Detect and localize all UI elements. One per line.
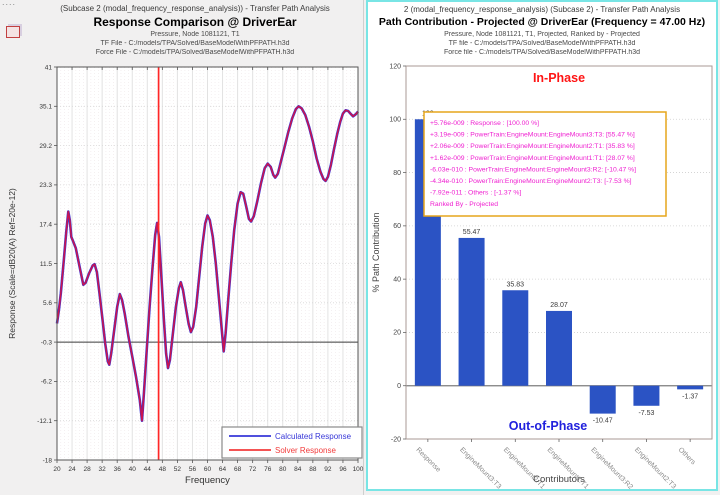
y-tick-label: -12.1 — [37, 418, 52, 425]
x-tick-label: 40 — [129, 466, 137, 473]
note-box — [423, 111, 667, 217]
report-page-icon[interactable] — [6, 26, 20, 38]
right-force-file-path: Force file - C:/models/TPA/Solved/BaseMo… — [443, 49, 641, 56]
x-tick-label: 28 — [83, 466, 91, 473]
y-tick-label: 23.3 — [39, 182, 52, 189]
x-tick-label: 68 — [234, 466, 242, 473]
legend[interactable]: Calculated Response Solver Response — [221, 426, 363, 459]
x-tick-label: 96 — [339, 466, 347, 473]
left-response-info: Pressure, Node 1081121, T1 — [150, 31, 240, 38]
y-tick-label: 40 — [393, 276, 401, 283]
drag-handle-dots: .... — [2, 0, 17, 7]
left-force-file-path: Force File - C:/models/TPA/Solved/BaseMo… — [95, 49, 295, 56]
y-tick-label: 11.5 — [40, 261, 53, 268]
y-tick-label: 120 — [389, 63, 401, 70]
y-tick-label: 17.4 — [39, 222, 52, 229]
y-tick-label: 41 — [45, 64, 53, 71]
x-tick-label: 32 — [99, 466, 107, 473]
left-tf-file-path: TF File - C:/models/TPA/Solved/BaseModel… — [100, 40, 290, 47]
y-tick-label: -0.3 — [41, 339, 53, 346]
y-tick-label: 100 — [389, 117, 401, 124]
x-tick-label: 80 — [279, 466, 287, 473]
bar-value-label: 35.83 — [507, 281, 525, 288]
solver-response-curve — [56, 105, 359, 422]
right-chart-title: Path Contribution - Projected @ DriverEa… — [378, 16, 706, 28]
bar-EngineMount1:T1[interactable] — [546, 310, 572, 386]
contribution-note[interactable]: +5.76e-009 : Response : [100.00 %] +3.19e… — [423, 111, 667, 217]
x-category-label: EngineMount2:T3 — [633, 446, 677, 489]
y-axis-title: % Path Contribution — [371, 212, 381, 292]
bar-value-label: 55.47 — [463, 229, 481, 236]
bar-value-label: 28.07 — [550, 302, 568, 309]
x-category-label: Others — [677, 446, 697, 466]
bar-value-label: -1.37 — [682, 393, 698, 400]
right-tf-file-path: TF file - C:/models/TPA/Solved/BaseModel… — [448, 40, 636, 47]
y-tick-label: -18 — [43, 457, 53, 464]
left-chart-title: Response Comparison @ DriverEar — [93, 15, 297, 29]
note-line: +2.06e-009 : PowerTrain:EngineMount:Engi… — [430, 143, 635, 150]
note-line: +5.76e-009 : Response : [100.00 %] — [430, 120, 539, 127]
x-tick-label: 100 — [353, 466, 364, 473]
bar-value-label: -10.47 — [593, 418, 613, 425]
x-category-label: Response — [414, 446, 441, 473]
note-line: +1.62e-009 : PowerTrain:EngineMount:Engi… — [430, 155, 635, 162]
path-contribution-panel[interactable]: 2 (modal_frequency_response_analysis) (S… — [366, 0, 718, 491]
y-axis-title: Response (Scale=dB20(A) Ref=20e-12) — [7, 188, 17, 339]
x-tick-label: 44 — [144, 466, 152, 473]
x-axis-title: Frequency — [185, 475, 230, 486]
note-line: -7.92e-011 : Others : [-1.37 %] — [430, 190, 521, 197]
y-tick-label: 60 — [393, 223, 401, 230]
legend-label-calculated[interactable]: Calculated Response — [275, 432, 352, 441]
legend-box — [221, 426, 363, 459]
x-tick-label: 84 — [294, 466, 302, 473]
right-response-info: Pressure, Node 1081121, T1, Projected, R… — [444, 31, 640, 38]
note-line: -4.34e-010 : PowerTrain:EngineMount:Engi… — [430, 178, 632, 185]
y-tick-label: 29.2 — [39, 143, 52, 150]
in-phase-label: In-Phase — [533, 71, 585, 85]
x-tick-label: 64 — [219, 466, 227, 473]
left-subcase-line: (Subcase 2 (modal_frequency_response_ana… — [60, 4, 330, 13]
right-subcase-line: 2 (modal_frequency_response_analysis) (S… — [403, 5, 681, 14]
y-tick-label: 35.1 — [39, 104, 52, 111]
out-of-phase-label: Out-of-Phase — [509, 419, 588, 433]
x-tick-label: 56 — [189, 466, 197, 473]
legend-label-solver[interactable]: Solver Response — [275, 446, 336, 455]
x-tick-label: 24 — [68, 466, 76, 473]
x-tick-label: 72 — [249, 466, 257, 473]
y-tick-label: 0 — [397, 383, 401, 390]
x-tick-label: 92 — [324, 466, 332, 473]
x-tick-label: 88 — [309, 466, 317, 473]
response-comparison-chart[interactable]: 41 35.1 29.2 23.3 17.4 11.5 5.6 -0.3 -6.2 -12.1 -1… — [0, 0, 364, 495]
bar-EngineMount3:R2[interactable] — [589, 385, 616, 414]
note-line: -6.03e-010 : PowerTrain:EngineMount:Engi… — [430, 166, 636, 173]
panel-separator — [363, 0, 364, 495]
x-axis-title: Contributors — [533, 474, 585, 485]
y-tick-label: 5.6 — [43, 300, 52, 307]
x-tick-label: 76 — [264, 466, 272, 473]
x-tick-label: 20 — [53, 466, 61, 473]
bar-EngineMount2:T1[interactable] — [502, 290, 529, 386]
y-tick-label: 80 — [393, 170, 401, 177]
path-contribution-chart[interactable]: 10055.4735.8328.07-10.47-7.53-1.37120100… — [368, 2, 716, 489]
y-tick-label: 20 — [393, 330, 401, 337]
bar-EngineMount3:T3[interactable] — [458, 237, 485, 386]
response-comparison-panel: (Subcase 2 (modal_frequency_response_ana… — [0, 0, 364, 495]
bar-value-label: -7.53 — [638, 410, 654, 417]
y-tick-label: -20 — [391, 436, 401, 443]
x-tick-label: 36 — [114, 466, 122, 473]
x-tick-label: 60 — [204, 466, 212, 473]
note-line: +3.19e-009 : PowerTrain:EngineMount:Engi… — [430, 132, 635, 139]
x-category-label: EngineMount3:R2 — [589, 446, 634, 489]
bar-Others[interactable] — [677, 385, 704, 390]
y-tick-label: -6.2 — [41, 379, 53, 386]
x-tick-label: 48 — [159, 466, 167, 473]
x-tick-label: 52 — [174, 466, 182, 473]
x-category-label: EngineMount3:T3 — [458, 446, 502, 489]
bar-EngineMount2:T3[interactable] — [633, 385, 660, 406]
note-line: Ranked By - Projected — [430, 201, 498, 208]
